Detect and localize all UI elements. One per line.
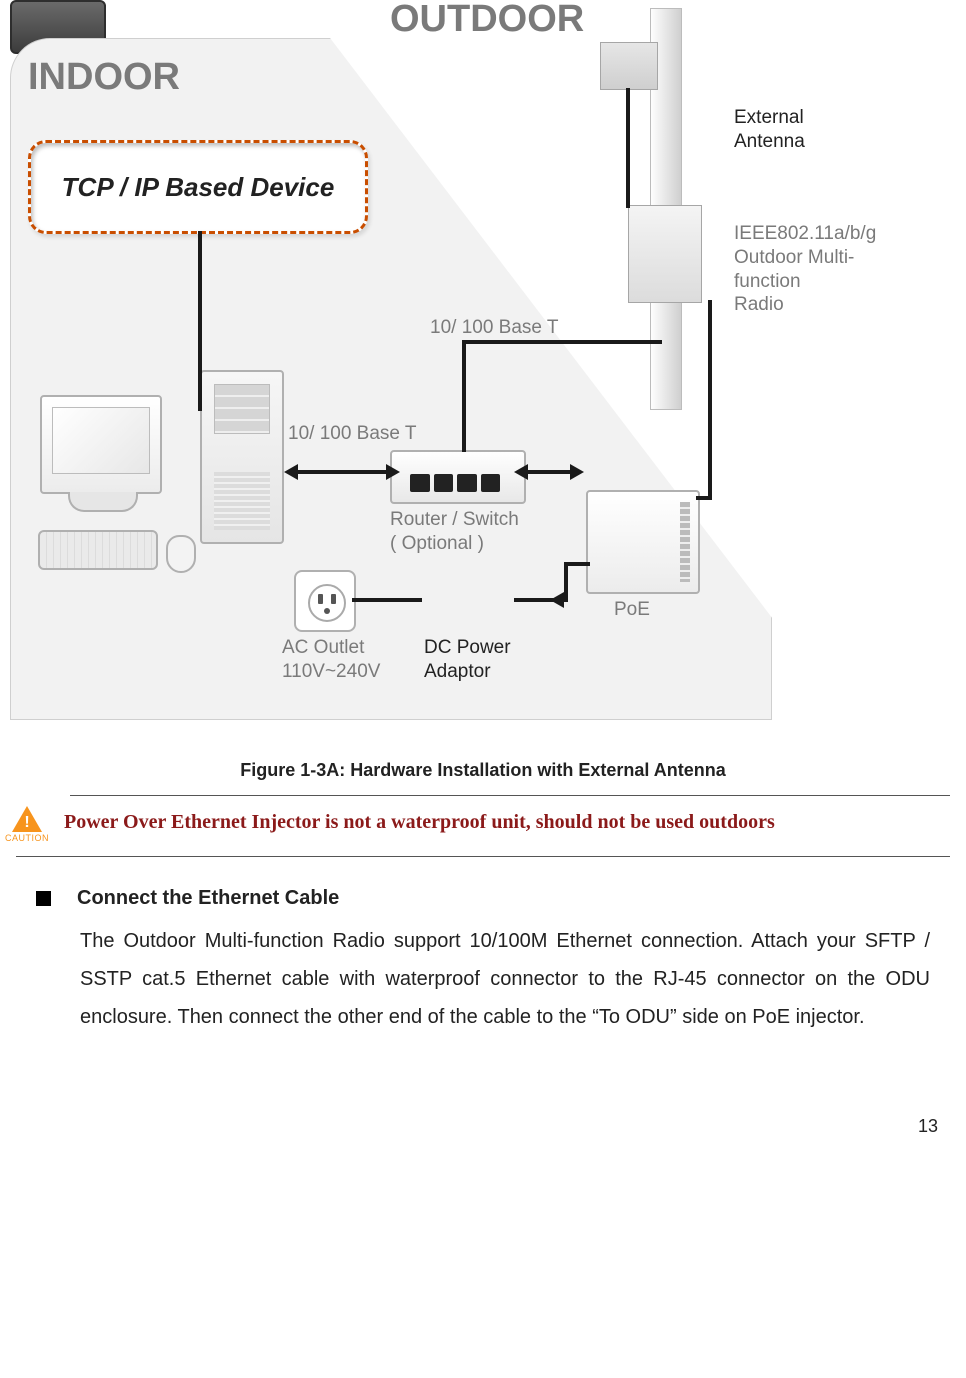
pc-tower: [200, 370, 284, 544]
label-baset-left: 10/ 100 Base T: [288, 422, 417, 446]
outdoor-label: OUTDOOR: [390, 0, 584, 41]
external-antenna: [600, 42, 658, 90]
arrow-left-icon: [284, 464, 298, 480]
cable: [462, 340, 466, 452]
poe-injector: [586, 490, 700, 594]
tcp-ip-device-box: TCP / IP Based Device: [28, 140, 368, 234]
label-baset-top: 10/ 100 Base T: [430, 316, 559, 340]
page: OUTDOOR INDOOR TCP / IP Based Device: [0, 0, 966, 1177]
label-dc: DC Power Adaptor: [424, 636, 511, 684]
indoor-label: INDOOR: [28, 56, 180, 99]
caution-icon: ! CAUTION: [10, 806, 44, 846]
label-external-antenna: External Antenna: [734, 106, 805, 154]
page-number: 13: [0, 1036, 966, 1137]
figure-caption: Figure 1-3A: Hardware Installation with …: [0, 760, 966, 781]
cable: [564, 562, 590, 566]
installation-diagram: OUTDOOR INDOOR TCP / IP Based Device: [10, 0, 920, 730]
arrow-right-icon: [570, 464, 584, 480]
cable: [296, 470, 388, 474]
section-body: The Outdoor Multi-function Radio support…: [80, 922, 930, 1036]
arrow-right-icon: [386, 464, 400, 480]
label-radio: IEEE802.11a/b/g Outdoor Multi-function R…: [734, 222, 920, 317]
mouse: [166, 535, 196, 573]
cable: [564, 562, 568, 602]
cable: [462, 340, 662, 344]
label-poe: PoE: [614, 598, 650, 622]
keyboard: [38, 530, 158, 570]
router-switch: [390, 450, 526, 504]
arrow-left-icon: [550, 592, 564, 608]
outdoor-radio: [628, 205, 702, 303]
cable: [626, 88, 630, 208]
cable: [696, 496, 712, 500]
label-ac: AC Outlet 110V~240V: [282, 636, 380, 684]
arrow-left-icon: [514, 464, 528, 480]
ac-outlet: [294, 570, 356, 632]
cable: [708, 300, 712, 496]
caution-text: Power Over Ethernet Injector is not a wa…: [64, 802, 950, 842]
label-router: Router / Switch ( Optional ): [390, 508, 519, 556]
section-heading: Connect the Ethernet Cable: [36, 887, 930, 910]
pc-monitor: [40, 395, 162, 494]
cable: [526, 470, 572, 474]
bullet-square-icon: [36, 891, 51, 906]
cable: [352, 598, 422, 602]
cable: [198, 231, 202, 411]
caution-block: ! CAUTION Power Over Ethernet Injector i…: [0, 796, 966, 856]
section-connect-ethernet: Connect the Ethernet Cable The Outdoor M…: [0, 857, 966, 1036]
